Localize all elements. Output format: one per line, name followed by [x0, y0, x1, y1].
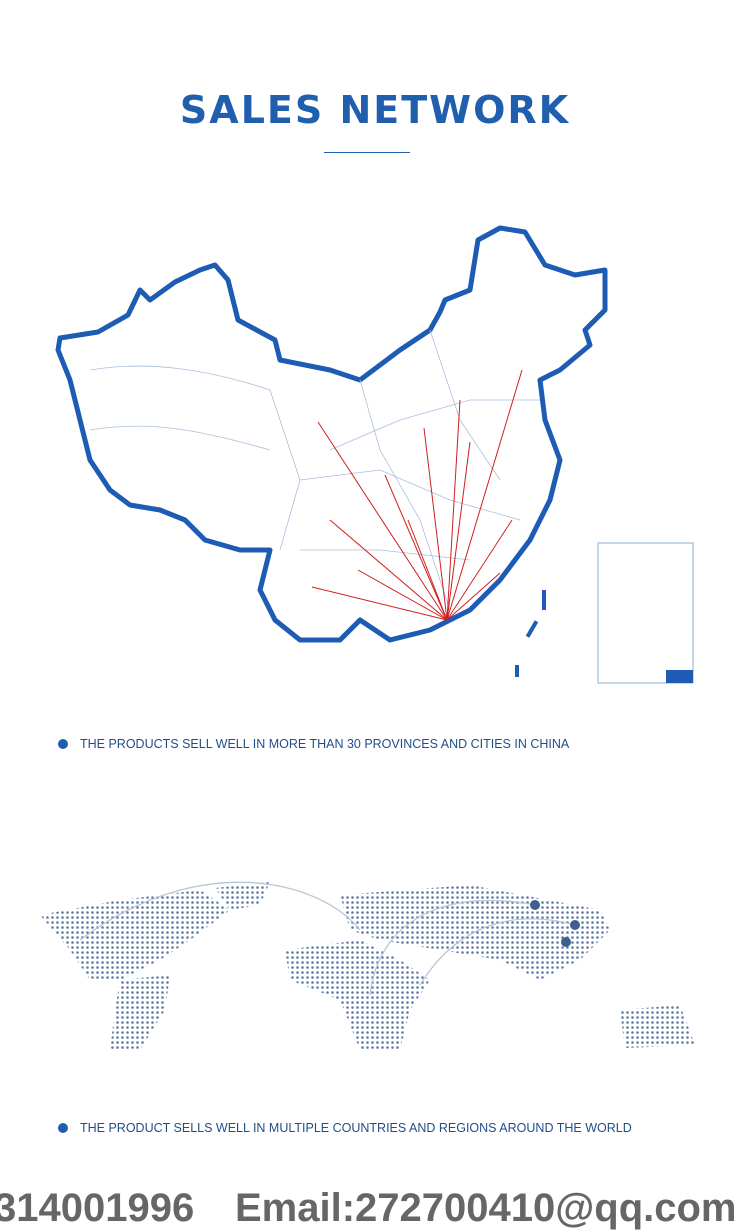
- inset-scale: [666, 670, 693, 683]
- china-map: [55, 225, 694, 684]
- province-borders: [89, 329, 540, 611]
- flight-arcs: [79, 881, 576, 996]
- south-sea-inset: [597, 542, 694, 684]
- sales-arrows: [311, 369, 523, 621]
- title: SALES NETWORK: [179, 88, 571, 132]
- china-outline: [55, 225, 608, 643]
- world-caption: THE PRODUCT SELLS WELL IN MULTIPLE COUNT…: [58, 1121, 632, 1135]
- china-caption: THE PRODUCTS SELL WELL IN MORE THAN 30 P…: [58, 737, 569, 751]
- email: Email:272700410@qq.com: [235, 1186, 737, 1230]
- continents: [40, 882, 695, 1050]
- world-map: [40, 881, 695, 1050]
- islands: [515, 590, 546, 677]
- title-rule: [324, 152, 410, 153]
- phone: 314001996: [0, 1186, 195, 1230]
- location-pins: [530, 900, 580, 947]
